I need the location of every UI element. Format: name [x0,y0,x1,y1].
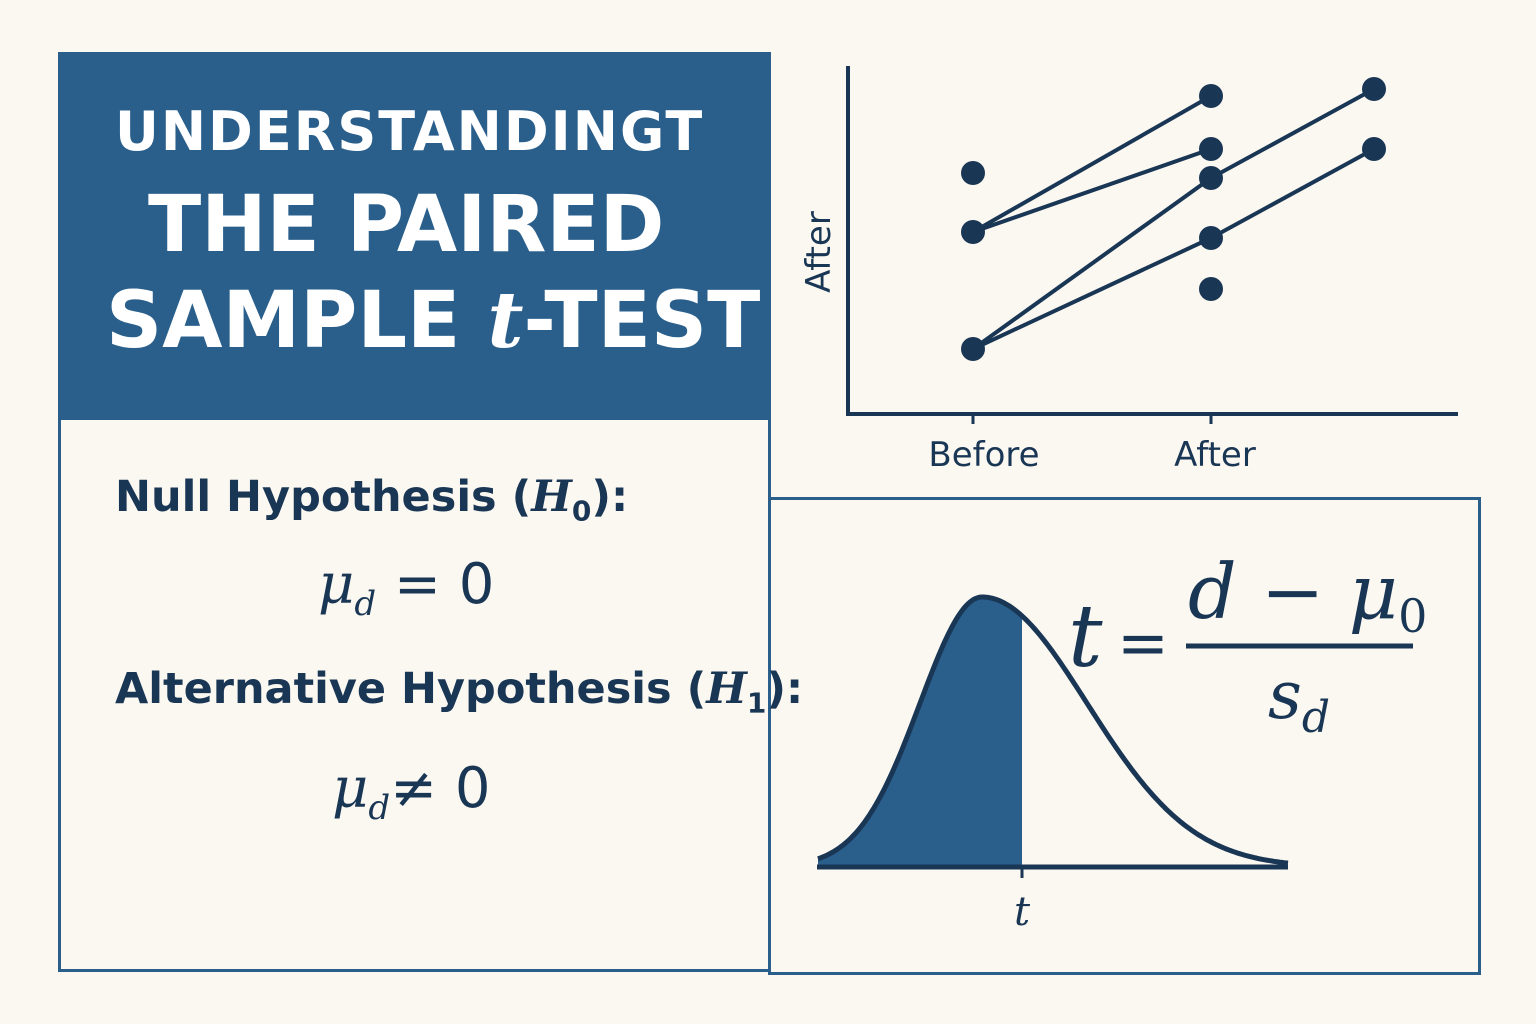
pair-line [972,94,1212,234]
y-axis-label: After [799,211,839,293]
label-text: ): [591,472,629,522]
data-point [1199,166,1223,190]
distribution-curve [817,594,1289,866]
subscript: 0 [571,494,592,528]
s-symbol: s [1268,657,1302,734]
t-statistic-formula: t = d − μ0 sd [1068,547,1427,743]
paired-plot: Before After After [799,66,1458,475]
pair-line [1210,87,1375,180]
data-point [1362,137,1386,161]
formula-t: t [1068,587,1103,687]
subscript: d [354,584,377,625]
null-hypothesis-expression: μd = 0 [318,552,494,624]
title-t-symbol: t [487,275,524,366]
pair-line [971,176,1213,351]
data-point [961,220,985,244]
mu-symbol: μ [318,552,355,617]
t-marker-label: t [1014,889,1031,935]
pair-line [972,147,1212,234]
title-line-2: THE PAIRED [148,180,665,270]
data-point [961,337,985,361]
data-point [961,161,985,185]
title-text: -TEST [523,276,761,366]
pair-line [1210,147,1375,240]
subscript: d [1302,692,1330,743]
title-line-1: UNDERSTANDINGT [115,100,705,163]
h-symbol: H [531,472,572,522]
label-text: Alternative Hypothesis ( [115,664,707,714]
alternative-hypothesis-label: Alternative Hypothesis (H1): [115,664,803,720]
formula-equals: = [1117,606,1169,679]
title-text: SAMPLE [106,276,488,366]
data-point [1199,84,1223,108]
title-line-3: SAMPLE t-TEST [106,275,818,366]
minus: − [1237,547,1349,636]
data-point [1362,77,1386,101]
shaded-area [818,597,1022,867]
t-distribution: t [817,594,1289,935]
expr-text: = 0 [376,552,495,617]
mu-symbol: μ [1349,547,1398,636]
formula-denominator: sd [1268,657,1330,743]
subscript: d [368,788,391,829]
h-symbol: H [706,664,747,714]
null-hypothesis-label: Null Hypothesis (H0): [115,472,628,528]
data-point [1199,277,1223,301]
mu-symbol: μ [332,756,369,821]
subscript: 0 [1398,589,1427,643]
alternative-hypothesis-expression: μd≠ 0 [332,756,491,828]
data-point [1199,137,1223,161]
formula-panel [768,497,1481,975]
data-point [1199,226,1223,250]
expr-text: ≠ 0 [390,756,491,821]
d-bar: d [1188,547,1237,636]
pair-line [972,236,1212,351]
subscript: 1 [746,686,767,720]
label-text: ): [766,664,804,714]
title-banner [58,52,770,420]
label-text: Null Hypothesis ( [115,472,532,522]
x-tick-label-before: Before [928,435,1039,475]
x-tick-label-after: After [1174,435,1256,475]
formula-numerator: d − μ0 [1188,547,1427,643]
